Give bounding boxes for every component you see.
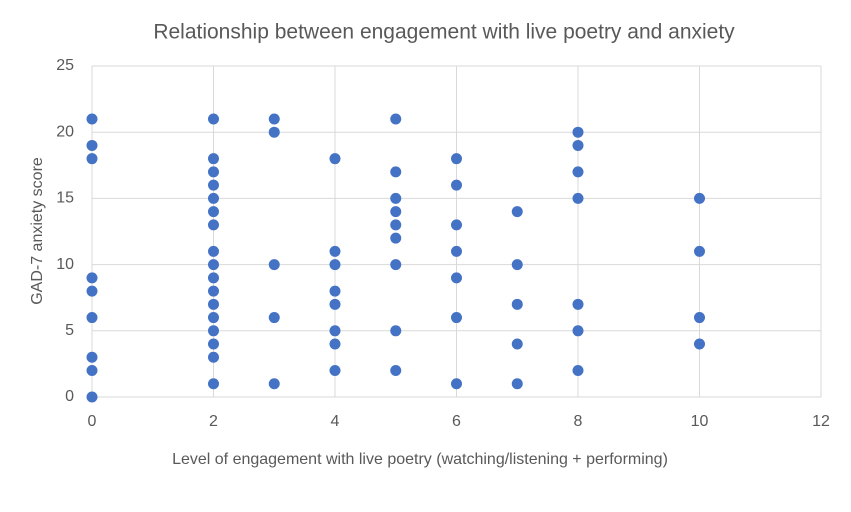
data-point: [572, 325, 584, 337]
x-tick-label: 10: [691, 413, 709, 430]
data-point: [86, 113, 98, 125]
data-point: [208, 285, 219, 297]
data-point: [268, 126, 280, 138]
data-point: [451, 219, 462, 231]
data-point: [208, 113, 219, 125]
data-point: [86, 285, 98, 297]
data-point: [572, 139, 584, 151]
data-point: [451, 179, 462, 191]
x-tick-label: 6: [452, 413, 461, 430]
data-point: [329, 298, 341, 310]
data-point: [86, 351, 98, 363]
data-point: [86, 139, 98, 151]
data-point: [208, 192, 219, 204]
data-point: [208, 378, 219, 390]
data-point: [390, 219, 402, 231]
data-point: [451, 153, 462, 165]
data-point: [329, 259, 341, 271]
y-tick-label: 15: [56, 190, 74, 207]
x-axis-label: Level of engagement with live poetry (wa…: [172, 451, 668, 468]
x-tick-label: 0: [88, 413, 97, 430]
data-point: [268, 113, 280, 125]
data-point: [208, 219, 219, 231]
data-point: [451, 378, 462, 390]
data-point: [208, 206, 219, 218]
data-point: [694, 245, 705, 257]
y-tick-label: 10: [56, 256, 74, 273]
data-point: [208, 245, 219, 257]
data-point: [329, 153, 341, 165]
data-point: [451, 245, 462, 257]
data-point: [390, 232, 402, 244]
data-point: [329, 245, 341, 257]
data-point: [268, 312, 280, 324]
y-axis-label: GAD-7 anxiety score: [29, 157, 46, 305]
data-point: [572, 192, 584, 204]
x-tick-label: 8: [574, 413, 583, 430]
data-point: [208, 351, 219, 363]
data-point: [451, 312, 462, 324]
data-point: [208, 153, 219, 165]
data-point: [208, 272, 219, 284]
data-point: [86, 312, 98, 324]
data-point: [390, 192, 402, 204]
data-point: [390, 206, 402, 218]
data-point: [572, 166, 584, 178]
data-point: [208, 298, 219, 310]
data-point: [329, 365, 341, 377]
data-point: [208, 259, 219, 271]
x-tick-label: 12: [812, 413, 830, 430]
data-point: [511, 338, 523, 350]
data-point: [86, 153, 98, 165]
data-point: [511, 378, 523, 390]
data-point: [329, 338, 341, 350]
data-point: [694, 312, 705, 324]
data-point: [694, 338, 705, 350]
data-point: [208, 325, 219, 337]
x-tick-label: 2: [209, 413, 218, 430]
data-point: [208, 312, 219, 324]
y-tick-label: 5: [65, 322, 74, 339]
data-point: [390, 365, 402, 377]
data-point: [208, 179, 219, 191]
x-tick-label: 4: [331, 413, 340, 430]
data-point: [268, 378, 280, 390]
data-point: [390, 259, 402, 271]
y-tick-label: 20: [56, 123, 74, 140]
data-point: [694, 192, 705, 204]
data-point: [572, 126, 584, 138]
data-point: [511, 298, 523, 310]
data-point: [390, 325, 402, 337]
data-point: [329, 325, 341, 337]
data-point: [511, 259, 523, 271]
data-point: [268, 259, 280, 271]
data-point: [208, 338, 219, 350]
data-point: [572, 365, 584, 377]
data-point: [390, 113, 402, 125]
data-point: [329, 285, 341, 297]
data-point: [208, 166, 219, 178]
y-tick-label: 25: [56, 57, 74, 74]
data-point: [86, 272, 98, 284]
chart-title: Relationship between engagement with liv…: [153, 21, 735, 44]
y-tick-label: 0: [65, 388, 74, 405]
data-point: [511, 206, 523, 218]
data-point: [451, 272, 462, 284]
data-point: [86, 365, 98, 377]
data-point: [390, 166, 402, 178]
data-point: [572, 298, 584, 310]
data-point: [86, 391, 98, 403]
